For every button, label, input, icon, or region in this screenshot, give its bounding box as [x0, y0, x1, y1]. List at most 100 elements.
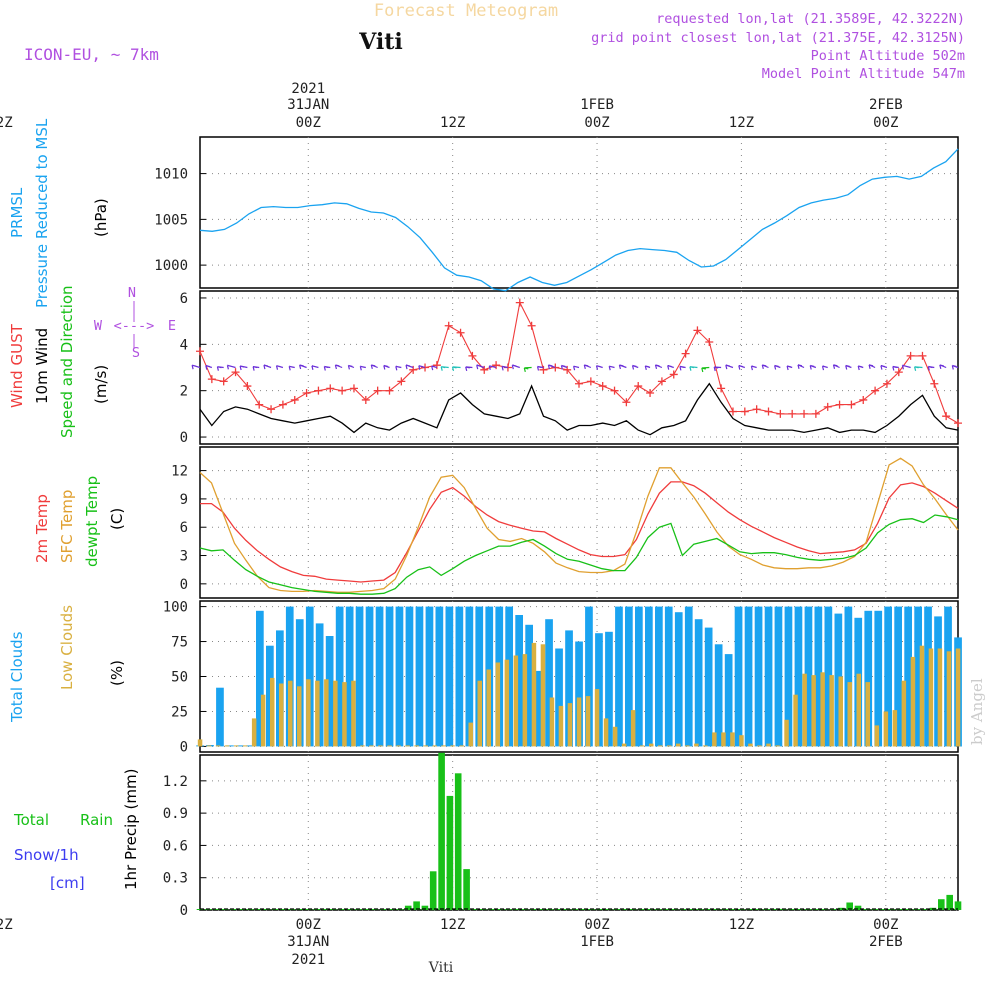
gust-marker: [634, 382, 643, 391]
low-cloud-bar: [703, 745, 708, 747]
wind-direction-arrow: [418, 365, 426, 370]
low-cloud-bar: [270, 677, 275, 747]
gust-marker: [871, 386, 880, 395]
wind-dir-label: Speed and Direction: [58, 285, 76, 438]
gust-marker: [847, 400, 856, 409]
total-cloud-bar: [834, 613, 843, 747]
rain-bar: [729, 909, 737, 910]
gust-marker: [918, 351, 927, 360]
gust-marker: [705, 338, 714, 346]
wind-direction-arrow: [774, 364, 781, 370]
gust-marker: [622, 398, 631, 407]
total-cloud-bar: [266, 645, 274, 747]
y-tick-label: 12: [171, 464, 188, 480]
total-cloud-bar: [236, 745, 244, 747]
wind-direction-arrow: [465, 366, 473, 372]
wind-direction-arrow: [476, 364, 485, 370]
total-cloud-bar: [684, 606, 693, 747]
total-cloud-bar: [355, 606, 364, 747]
wind-direction-arrow: [252, 366, 260, 371]
wind-direction-arrow: [523, 366, 532, 373]
top-axis-hour: 12Z: [440, 115, 465, 131]
gust-marker: [326, 384, 335, 393]
total-cloud-bar: [914, 606, 922, 747]
rain-bar: [554, 909, 562, 910]
chart-title: Forecast Meteogram: [374, 1, 558, 21]
total-cloud-bar: [884, 606, 892, 747]
compass-s: S: [132, 345, 140, 361]
wind-direction-arrow: [750, 365, 757, 371]
wind-direction-arrow: [323, 365, 331, 371]
low-cloud-bar: [856, 673, 861, 747]
total-cloud-bar: [285, 606, 294, 747]
rain-bar: [413, 901, 420, 910]
low-cloud-bar: [937, 648, 943, 747]
rain-bar: [446, 795, 454, 910]
low-cloud-bar: [730, 732, 735, 747]
y-tick-labels: 1000100510100246036912025507510000.30.60…: [154, 167, 188, 919]
rain-bar: [954, 901, 962, 910]
rain-bar: [388, 909, 395, 910]
wind-direction-arrow: [667, 365, 674, 370]
rain-bar: [213, 909, 220, 910]
pressure-line: [199, 148, 959, 292]
low-cloud-bar: [928, 648, 934, 747]
temp-2m-label: 2m Temp: [33, 494, 51, 563]
total-cloud-bar: [645, 606, 653, 747]
compass-arrows: <--->: [114, 318, 155, 334]
y-tick-label: 0.9: [163, 806, 188, 822]
y-tick-label: 6: [180, 291, 188, 307]
wind-direction-arrow: [395, 365, 402, 371]
wind-direction-arrow: [738, 365, 745, 370]
rain-bar: [471, 909, 479, 910]
total-cloud-bar: [305, 606, 314, 747]
total-cloud-bar: [555, 648, 563, 747]
low-cloud-bar: [288, 680, 293, 747]
total-cloud-bar: [256, 610, 264, 747]
y-tick-label: 0: [180, 903, 188, 919]
total-cloud-bar: [744, 606, 753, 747]
rain-bar: [579, 909, 587, 910]
wind-direction-arrow: [631, 364, 639, 370]
wind-direction-arrow: [821, 365, 828, 371]
total-cloud-bar: [565, 630, 573, 747]
low-cloud-bar: [874, 725, 880, 747]
footer-location: Viti: [428, 960, 454, 976]
low-cloud-bar: [432, 745, 437, 747]
panel-frame-4: [199, 754, 959, 911]
rain-bar: [463, 869, 470, 910]
temp-2m-line: [200, 481, 959, 583]
gust-marker: [598, 382, 607, 391]
low-cloud-bar: [233, 745, 239, 747]
wind-direction-arrow: [845, 364, 852, 370]
temp-unit: (C): [108, 508, 126, 530]
low-cloud-bar: [522, 654, 528, 747]
total-cloud-bar: [704, 627, 713, 747]
grid-point-coords: grid point closest lon,lat (21.375E, 42.…: [591, 30, 965, 46]
total-cloud-bar: [315, 623, 324, 747]
low-cloud-bar: [775, 745, 780, 747]
gust-marker: [444, 321, 453, 330]
wind-direction-arrow: [275, 365, 284, 370]
gust-marker: [314, 386, 323, 395]
gust-marker: [432, 361, 441, 370]
low-cloud-bar: [838, 676, 843, 747]
total-cloud-bar: [904, 606, 912, 747]
requested-coords: requested lon,lat (21.3589E, 42.3222N): [656, 11, 965, 27]
wind-direction-arrow: [679, 365, 686, 371]
wind-direction-arrow: [263, 364, 272, 370]
point-altitude: Point Altitude 502m: [811, 48, 965, 64]
wind-direction-arrow: [334, 364, 343, 370]
low-cloud-bar: [865, 682, 870, 747]
low-cloud-bar: [441, 745, 446, 747]
rain-bar: [838, 907, 845, 910]
wind-direction-arrow: [595, 365, 603, 370]
wind-direction-arrow: [311, 365, 319, 370]
total-cloud-bar: [425, 606, 434, 747]
gust-marker: [942, 412, 951, 421]
low-cloud-bar: [558, 705, 564, 747]
y-tick-label: 9: [180, 492, 188, 508]
y-tick-label: 0: [180, 577, 188, 593]
temp-plot: [199, 457, 959, 595]
